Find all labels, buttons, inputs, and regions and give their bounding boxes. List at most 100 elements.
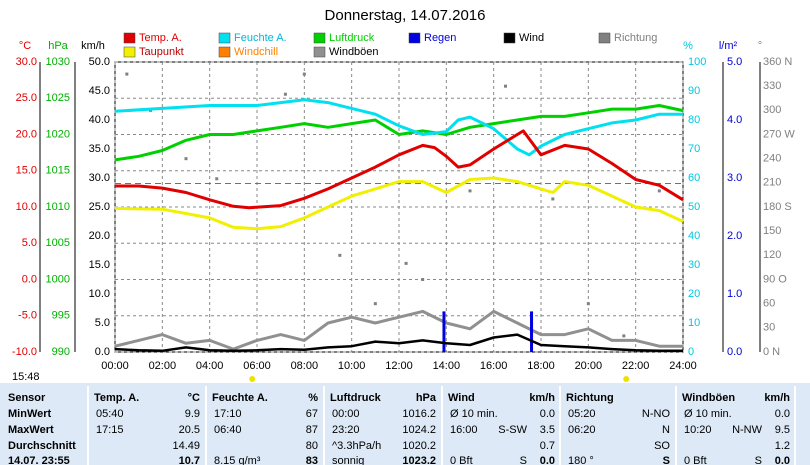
cell-value: 10.7 <box>179 455 200 465</box>
cell-text: 180 ° <box>568 455 594 465</box>
legend-swatch <box>503 32 516 44</box>
header-cell: Temp. A. <box>94 392 139 404</box>
x-tick-label: 04:00 <box>196 360 224 372</box>
cell-text: N-NW <box>732 424 763 436</box>
cell-text: 17:10 <box>214 408 242 420</box>
y-tick-label: 5.0 <box>727 56 742 68</box>
chart-title: Donnerstag, 14.07.2016 <box>325 7 486 24</box>
series-line <box>114 176 684 231</box>
direction-dot <box>184 157 188 161</box>
cell-text: Ø 10 min. <box>450 408 498 420</box>
cell-text: S <box>520 455 527 465</box>
y-tick-label: 1015 <box>46 165 70 177</box>
y-tick-label: 1020 <box>46 128 70 140</box>
series-line <box>114 98 683 157</box>
cell-value: 0.0 <box>540 455 555 465</box>
legend-label: Taupunkt <box>139 46 184 58</box>
y-tick-label: 0.0 <box>727 346 742 358</box>
x-tick-label: 06:00 <box>243 360 271 372</box>
y-tick-label: 1000 <box>46 273 70 285</box>
y-tick-label: 20.0 <box>89 230 110 242</box>
cell-value: 1023.2 <box>402 455 436 465</box>
y-tick-label: 5.0 <box>95 317 110 329</box>
y-tick-label: 120 <box>763 249 781 261</box>
legend-label: Richtung <box>614 32 657 44</box>
direction-dot <box>338 253 342 257</box>
cell-text: 0 Bft <box>450 455 473 465</box>
y-tick-label: 100 <box>688 56 706 68</box>
cell-value: 1020.2 <box>402 440 436 452</box>
cell-value: N <box>662 424 670 436</box>
direction-dot <box>421 278 425 281</box>
y-tick-label: 0.0 <box>22 273 37 285</box>
legend-swatch <box>123 46 136 58</box>
legend-swatch <box>218 32 231 44</box>
row-label: Durchschnitt <box>8 440 76 452</box>
cell-text: 00:00 <box>332 408 360 420</box>
y-tick-label: 1005 <box>46 237 70 249</box>
y-tick-label: 0 N <box>763 346 780 358</box>
y-tick-label: 60 <box>763 298 775 310</box>
cell-value: 1.2 <box>775 440 790 452</box>
header-cell: Windböen <box>682 392 735 404</box>
legend-swatch <box>313 46 326 58</box>
y-tick-label: 1010 <box>46 201 70 213</box>
cell-text: 8.15 g/m³ <box>214 455 261 465</box>
legend-label: Wind <box>519 32 544 44</box>
x-tick-label: 18:00 <box>527 360 555 372</box>
row-label: 14.07. 23:55 <box>8 455 70 465</box>
y-tick-label: 360 N <box>763 56 792 68</box>
cell-value: 83 <box>306 455 318 465</box>
y-tick-label: 40 <box>688 230 700 242</box>
y-tick-label: 90 <box>688 85 700 97</box>
y-tick-label: 20.0 <box>16 128 37 140</box>
legend-label: Windböen <box>329 46 379 58</box>
cell-value: N-NO <box>642 408 671 420</box>
series-line <box>114 309 683 351</box>
axis-title: km/h <box>81 40 105 52</box>
y-tick-label: 270 W <box>763 128 795 140</box>
header-cell: Wind <box>448 392 475 404</box>
cell-value: 87 <box>306 424 318 436</box>
x-tick-label: 12:00 <box>385 360 413 372</box>
y-tick-label: 50.0 <box>89 56 110 68</box>
y-tick-label: 40.0 <box>89 114 110 126</box>
x-tick-label: 20:00 <box>575 360 603 372</box>
y-tick-label: 45.0 <box>89 85 110 97</box>
y-tick-label: -5.0 <box>18 310 37 322</box>
cell-value: 0.0 <box>540 408 555 420</box>
direction-dot <box>551 197 555 201</box>
series-line <box>114 104 684 162</box>
y-tick-label: 30 <box>763 322 775 334</box>
y-tick-label: 300 <box>763 104 781 116</box>
y-tick-label: 240 <box>763 153 781 165</box>
y-tick-label: 1030 <box>46 56 70 68</box>
y-tick-label: 30.0 <box>89 172 110 184</box>
x-tick-label: 14:00 <box>433 360 461 372</box>
y-tick-label: 15.0 <box>16 165 37 177</box>
cell-text: 06:40 <box>214 424 242 436</box>
cell-text: 05:40 <box>96 408 124 420</box>
header-cell: Sensor <box>8 392 46 404</box>
axis-title: l/m² <box>719 40 738 52</box>
cell-text: 23:20 <box>332 424 360 436</box>
y-tick-label: 35.0 <box>89 143 110 155</box>
cell-value: 3.5 <box>540 424 555 436</box>
cell-value: 14.49 <box>172 440 200 452</box>
summary-table: Sensor Temp. A. °C Feuchte A.% Luftdruck hPa W… <box>8 386 796 465</box>
y-tick-label: 2.0 <box>727 230 742 242</box>
direction-dot <box>302 72 306 76</box>
y-tick-label: 180 S <box>763 201 792 213</box>
axis-title: °C <box>19 40 31 52</box>
y-tick-label: 995 <box>52 310 70 322</box>
y-tick-label: 10 <box>688 317 700 329</box>
cell-value: S <box>663 455 670 465</box>
y-tick-label: 0 <box>688 346 694 358</box>
legend-label: Regen <box>424 32 456 44</box>
header-cell: Luftdruck <box>330 392 382 404</box>
y-tick-label: 15.0 <box>89 259 110 271</box>
header-cell: Feuchte A. <box>212 392 268 404</box>
row-label: MaxWert <box>8 424 54 436</box>
direction-dot <box>468 189 472 193</box>
y-tick-label: 150 <box>763 225 781 237</box>
